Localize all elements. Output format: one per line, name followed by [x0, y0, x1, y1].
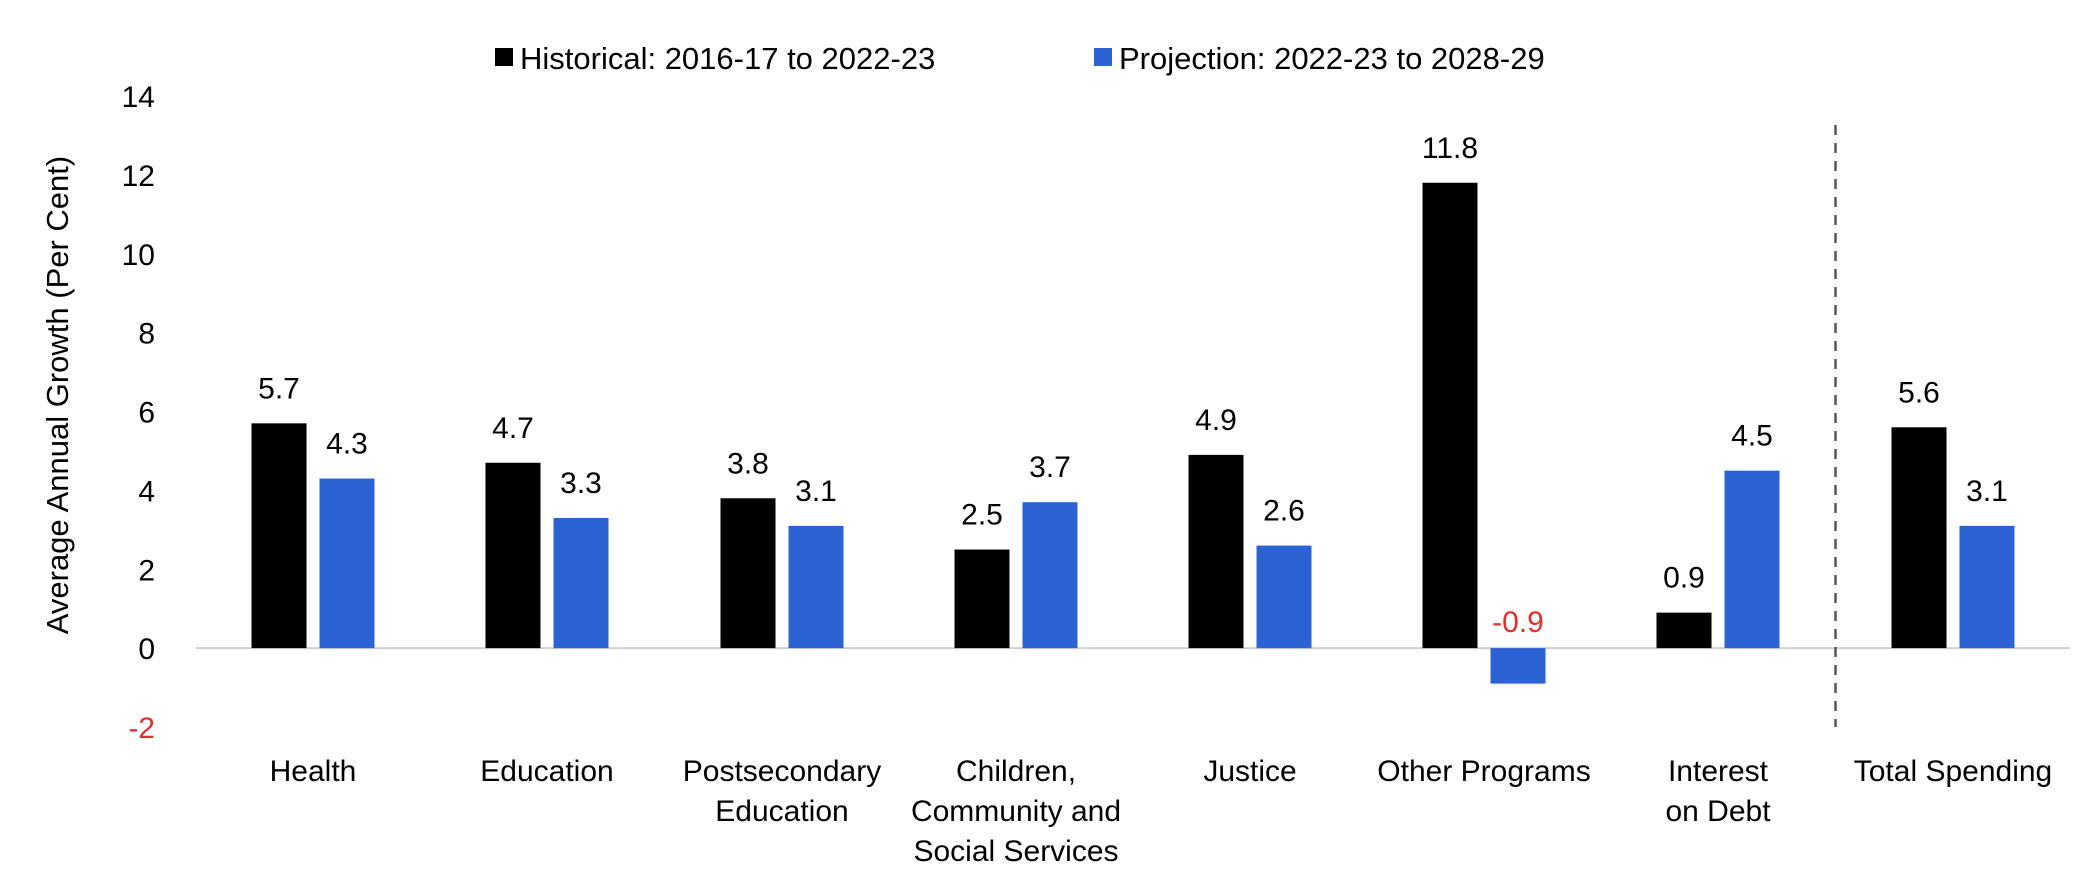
- data-label: -0.9: [1492, 606, 1544, 639]
- legend-label: Projection: 2022-23 to 2028-29: [1119, 41, 1545, 76]
- projection-bar: [1959, 525, 2015, 649]
- bars: [251, 182, 2015, 684]
- category-label: Other Programs: [1377, 755, 1590, 788]
- historical-bar: [1422, 182, 1478, 649]
- y-tick-label: 4: [138, 475, 155, 508]
- data-label: 3.7: [1029, 451, 1071, 484]
- data-label: 3.3: [560, 467, 602, 500]
- category-label: Community and: [911, 795, 1121, 828]
- data-label: 5.7: [258, 372, 300, 405]
- historical-bar: [1188, 454, 1244, 649]
- category-label: Health: [270, 755, 357, 788]
- historical-bar: [251, 423, 307, 649]
- category-labels: Health Education Postsecondary Education Chi…: [270, 755, 2053, 868]
- category-label: Postsecondary: [683, 755, 881, 788]
- data-labels: 5.7 4.7 3.8 2.5 4.9 11.8 0.9 5.6 4.3 3.3 3.1 3.7 2.6…: [258, 132, 2008, 639]
- historical-bar: [485, 462, 541, 649]
- y-tick-label: 6: [138, 397, 155, 430]
- category-label: Justice: [1203, 755, 1296, 788]
- historical-bar: [954, 549, 1010, 649]
- data-label: 4.3: [326, 428, 368, 461]
- y-tick-label: 0: [138, 633, 155, 666]
- category-label: Education: [715, 795, 848, 828]
- projection-bar: [1256, 545, 1312, 649]
- data-label: 4.5: [1731, 420, 1773, 453]
- data-label: 3.1: [795, 475, 837, 508]
- historical-bar: [1656, 612, 1712, 649]
- projection-bar: [553, 517, 609, 649]
- y-tick-label: 2: [138, 554, 155, 587]
- projection-bar: [788, 525, 844, 649]
- data-label: 4.9: [1195, 404, 1237, 437]
- projection-bar: [1724, 470, 1780, 649]
- legend-swatch: [495, 48, 513, 66]
- data-label: 4.7: [492, 412, 534, 445]
- category-label: on Debt: [1665, 795, 1771, 828]
- legend-label: Historical: 2016-17 to 2022-23: [520, 41, 935, 76]
- category-label: Total Spending: [1854, 755, 2053, 788]
- legend: Historical: 2016-17 to 2022-23 Projection…: [495, 41, 1545, 76]
- projection-bar: [1490, 648, 1546, 684]
- y-tick-label: -2: [128, 712, 155, 745]
- data-label: 11.8: [1422, 132, 1478, 165]
- category-label: Interest: [1668, 755, 1769, 788]
- data-label: 3.8: [727, 447, 769, 480]
- y-tick-label: 8: [138, 318, 155, 351]
- projection-bar: [319, 478, 375, 649]
- legend-swatch: [1094, 48, 1112, 66]
- historical-bar: [1891, 427, 1947, 649]
- data-label: 0.9: [1663, 562, 1705, 595]
- y-tick-label: 14: [122, 81, 155, 114]
- historical-bar: [720, 498, 776, 649]
- y-axis-ticks: -2 0 2 4 6 8 10 12 14: [122, 81, 155, 745]
- projection-bar: [1022, 502, 1078, 649]
- y-axis-label: Average Annual Growth (Per Cent): [40, 156, 75, 634]
- y-tick-label: 10: [122, 239, 155, 272]
- data-label: 3.1: [1966, 475, 2008, 508]
- category-label: Education: [480, 755, 613, 788]
- y-tick-label: 12: [122, 160, 155, 193]
- data-label: 2.5: [961, 499, 1003, 532]
- data-label: 2.6: [1263, 495, 1305, 528]
- category-label: Children,: [956, 755, 1076, 788]
- category-label: Social Services: [913, 835, 1118, 868]
- data-label: 5.6: [1898, 376, 1940, 409]
